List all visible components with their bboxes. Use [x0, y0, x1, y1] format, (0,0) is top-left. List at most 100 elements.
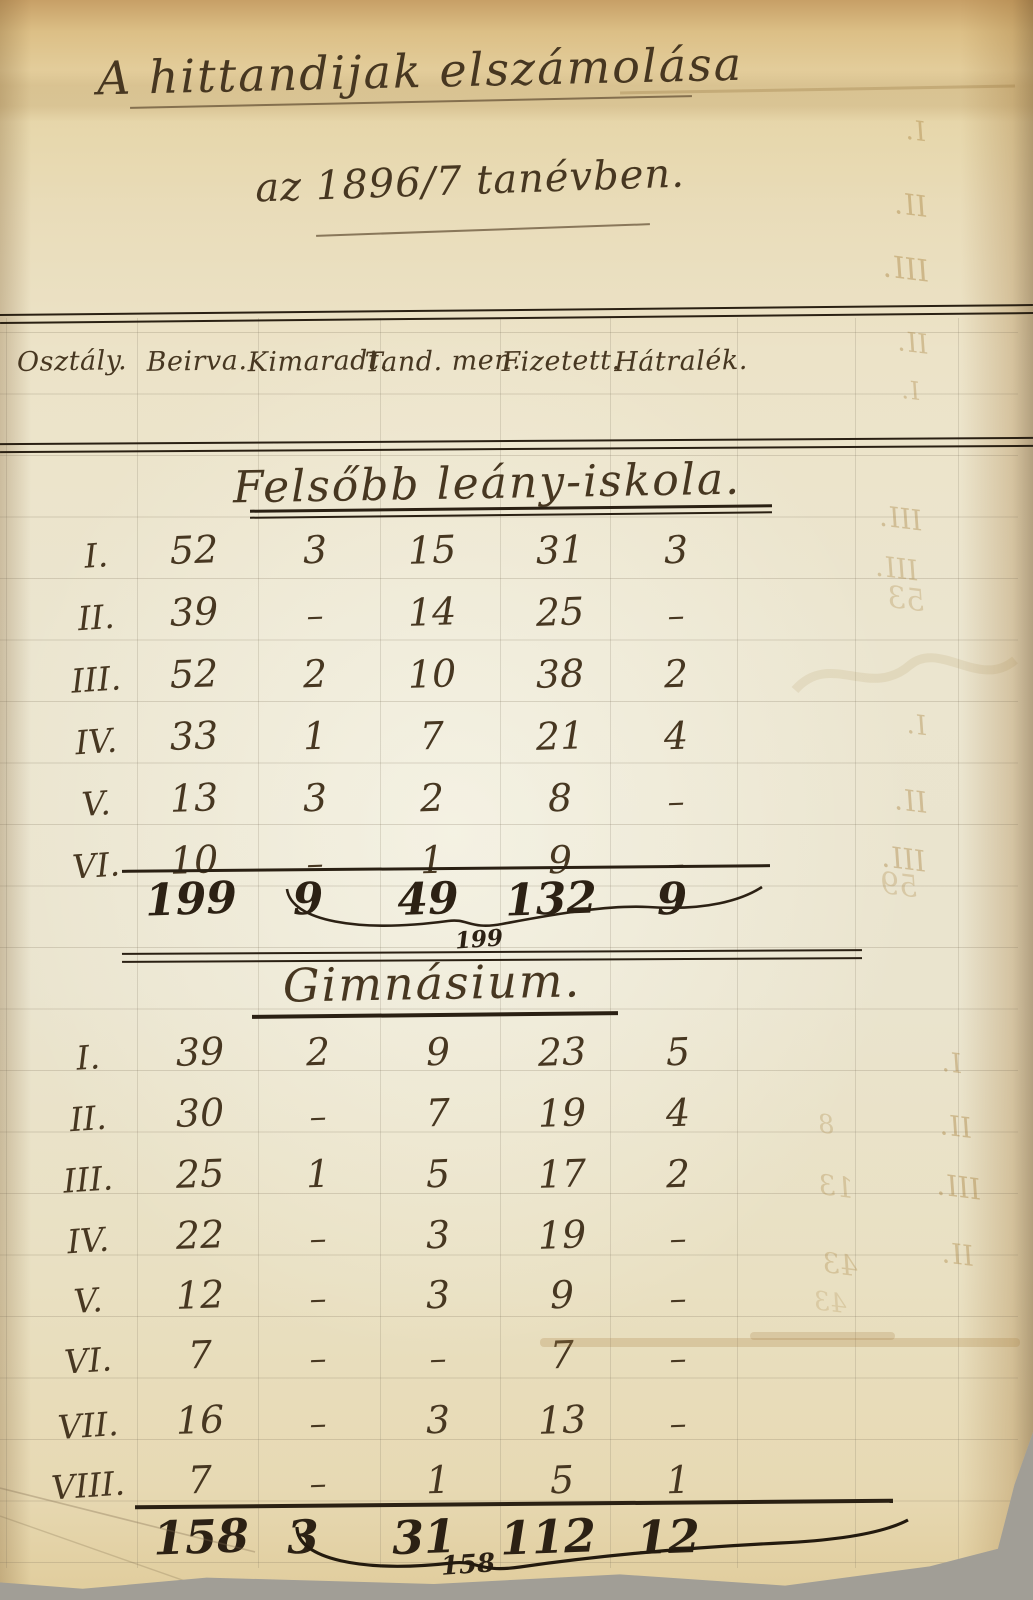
cell-value: 52 — [169, 651, 219, 697]
cell-value: 9 — [425, 1029, 451, 1075]
ghost-numeral: 43 — [820, 1245, 860, 1284]
column-header: Tand. men. — [364, 344, 522, 379]
cell-value: 2 — [305, 1029, 331, 1075]
class-label: II. — [76, 596, 116, 639]
grid-vline — [137, 318, 138, 1568]
cell-value: 4 — [663, 713, 689, 759]
cell-value: – — [308, 1463, 328, 1505]
cell-value: – — [308, 1403, 328, 1445]
section-heading: Gimnásium. — [282, 953, 582, 1013]
ghost-numeral: 53 — [884, 579, 928, 620]
ghost-numeral: III. — [878, 499, 924, 538]
cell-value: 7 — [549, 1332, 575, 1378]
cell-value: 8 — [547, 775, 573, 821]
ghost-numeral: I. — [904, 114, 928, 149]
cell-value: 52 — [169, 527, 219, 573]
header-band-top-rule — [0, 304, 1033, 324]
ghost-numeral: II. — [938, 1108, 974, 1145]
cell-value: 38 — [535, 651, 585, 697]
cell-value: 7 — [187, 1457, 213, 1503]
cell-value: – — [668, 1278, 688, 1320]
cell-value: 31 — [535, 527, 585, 573]
cell-value: 33 — [169, 713, 219, 759]
class-label: I. — [82, 535, 110, 576]
grid-vline — [855, 318, 856, 1568]
cell-value: 12 — [175, 1272, 225, 1318]
cell-value: 14 — [407, 589, 457, 635]
cell-value: – — [308, 1278, 328, 1320]
class-label: II. — [68, 1097, 108, 1140]
cell-value: 2 — [665, 1151, 691, 1197]
cell-value: 15 — [407, 527, 457, 573]
cell-value: 2 — [663, 651, 689, 697]
ghost-numeral: II. — [892, 782, 930, 820]
cell-value: 1 — [302, 713, 328, 759]
ghost-numeral: I. — [940, 1046, 964, 1081]
class-label: V. — [80, 783, 112, 824]
class-label: III. — [61, 1158, 115, 1201]
cell-value: – — [305, 595, 325, 637]
grid-vline — [958, 318, 959, 1568]
cell-value: 39 — [175, 1029, 225, 1075]
cell-value: 7 — [419, 713, 445, 759]
class-label: VI. — [63, 1339, 113, 1382]
grid-vline — [6, 318, 7, 1568]
cell-value: 21 — [535, 713, 585, 759]
cell-value: 25 — [535, 589, 585, 635]
class-label: IV. — [65, 1219, 111, 1262]
cell-value: – — [668, 1403, 688, 1445]
cell-value: 5 — [549, 1457, 575, 1503]
cell-value: 3 — [302, 527, 328, 573]
check-total: 158 — [439, 1548, 497, 1582]
cell-value: – — [666, 781, 686, 823]
grid-vline — [258, 318, 259, 1568]
cell-value: 3 — [302, 775, 328, 821]
column-header: Hátralék. — [613, 344, 749, 379]
total-value: 9 — [291, 873, 325, 926]
column-header: Beirva. — [146, 345, 248, 378]
page-title: A hittandijak elszámolása — [96, 36, 744, 106]
cell-value: 2 — [302, 651, 328, 697]
class-label: I. — [74, 1037, 102, 1078]
class-label: III. — [69, 658, 123, 701]
cell-value: – — [308, 1096, 328, 1138]
cell-value: 5 — [665, 1029, 691, 1075]
cell-value: 3 — [425, 1272, 451, 1318]
cell-value: 3 — [425, 1397, 451, 1443]
cell-value: 23 — [537, 1029, 587, 1075]
total-value: 112 — [499, 1508, 597, 1566]
cell-value: 9 — [549, 1272, 575, 1318]
cell-value: – — [428, 1338, 448, 1380]
total-value: 9 — [655, 873, 689, 926]
ghost-numeral: I. — [900, 375, 922, 406]
cell-value: 13 — [169, 775, 219, 821]
ghost-numeral: II. — [940, 1236, 976, 1273]
cell-value: 22 — [175, 1212, 225, 1258]
cell-value: 1 — [425, 1457, 451, 1503]
ghost-numeral: III. — [935, 1167, 983, 1207]
cell-value: 25 — [175, 1151, 225, 1197]
class-label: IV. — [73, 720, 119, 763]
grid-vline — [737, 318, 738, 1568]
cell-value: – — [668, 1338, 688, 1380]
cell-value: 39 — [169, 589, 219, 635]
total-value: 49 — [396, 872, 460, 927]
ruled-grid-horizontal — [0, 332, 1018, 1568]
ghost-numeral: I. — [905, 708, 929, 743]
grid-vline — [380, 318, 381, 1568]
cell-value: – — [668, 1218, 688, 1260]
grid-vline — [500, 318, 501, 1568]
grid-vline — [610, 318, 611, 1568]
cell-value: 30 — [175, 1090, 225, 1136]
class-label: VII. — [56, 1403, 120, 1448]
total-value: 12 — [635, 1508, 701, 1566]
cell-value: – — [308, 1218, 328, 1260]
ghost-numeral: 59 — [877, 865, 921, 906]
cell-value: 2 — [419, 775, 445, 821]
class-label: VI. — [71, 844, 121, 887]
ghost-numeral: 43 — [811, 1286, 849, 1320]
cell-value: 1 — [305, 1151, 331, 1197]
cell-value: 13 — [537, 1397, 587, 1443]
ghost-numeral: 13 — [816, 1167, 856, 1206]
